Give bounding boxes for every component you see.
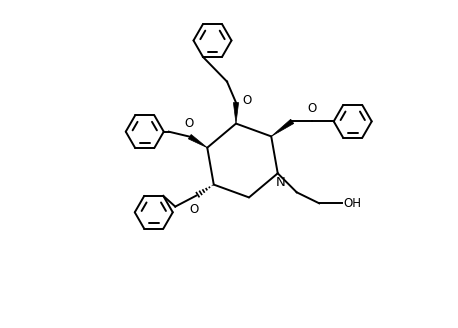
Text: N: N	[276, 176, 286, 189]
Polygon shape	[234, 103, 239, 124]
Text: O: O	[184, 117, 193, 130]
Text: O: O	[308, 102, 317, 115]
Polygon shape	[188, 134, 207, 148]
Text: O: O	[242, 94, 252, 107]
Text: O: O	[190, 203, 199, 215]
Polygon shape	[271, 119, 294, 136]
Text: OH: OH	[344, 197, 362, 210]
